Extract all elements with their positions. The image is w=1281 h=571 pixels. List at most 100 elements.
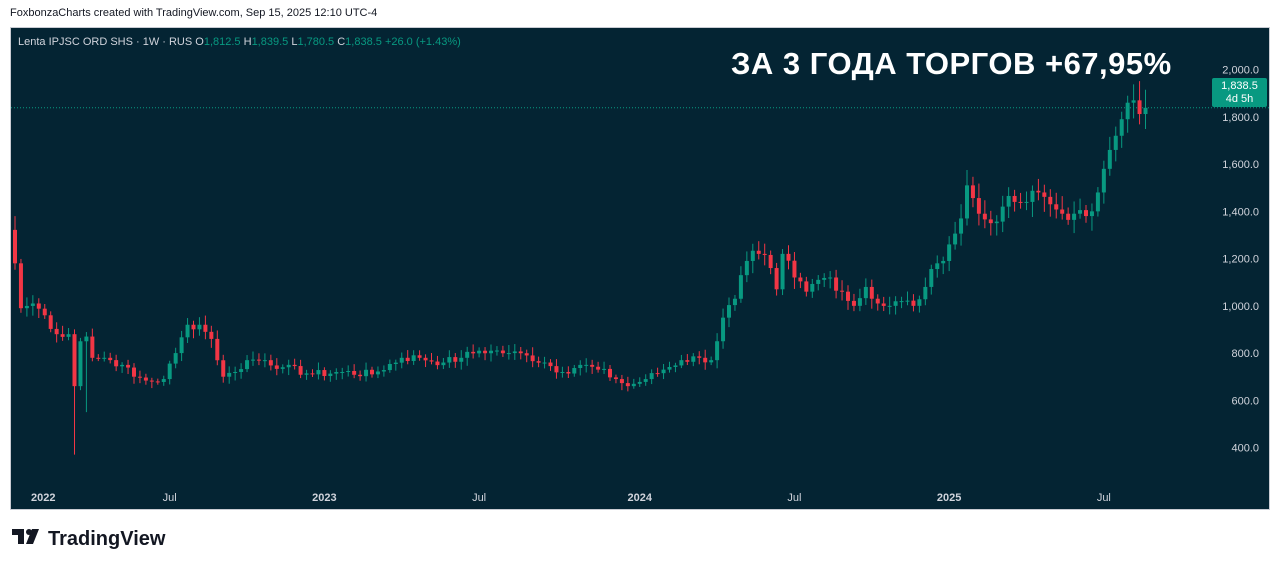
candle-body [358,374,363,377]
candle-body [828,277,833,279]
candle-body [447,357,452,363]
candle-body [489,350,493,354]
candle-body [506,353,511,355]
candle-body [161,379,166,382]
candle-body [96,357,101,359]
candle-body [387,364,392,371]
candle-body [352,370,357,375]
candle-body [435,361,440,366]
change-value: +26.0 (+1.43%) [384,36,461,48]
candle-body [804,281,809,292]
symbol-label[interactable]: Lenta IPJSC ORD SHS · 1W · RUS [18,36,193,48]
brand-footer[interactable]: TradingView [12,528,165,551]
candle-body [512,351,517,354]
candle-body [256,359,261,361]
candle-body [643,379,648,382]
candle-body [441,362,446,366]
candle-body [756,250,761,254]
candle-body [42,308,47,316]
candle-body [477,350,482,354]
candle-body [1012,195,1017,202]
candle-body [423,357,428,361]
candle-body [304,373,309,375]
candle-body [417,355,422,358]
candle-body [114,360,119,367]
candle-body [399,357,404,363]
candle-body [500,350,505,354]
candle-body [822,277,827,280]
last-price-value: 1,838.5 [1221,80,1258,92]
candle-body [155,381,160,383]
candle-body [590,364,595,367]
candle-body [679,360,684,366]
ohlc-legend: Lenta IPJSC ORD SHS · 1W · RUS O1,812.5 … [18,36,461,48]
candle-body [608,368,612,378]
bar-countdown: 4d 5h [1225,93,1254,105]
candle-body [1113,135,1118,150]
candle-body [1018,201,1023,203]
candle-body [268,360,273,366]
candle-body [970,185,975,199]
x-tick-label: 2022 [31,492,55,504]
candle-body [774,268,779,290]
candle-body [542,362,547,364]
candle-body [750,250,755,261]
candle-body [30,303,35,306]
candle-body [54,328,59,335]
candle-body [732,298,737,306]
candle-body [524,353,529,356]
chart-panel[interactable]: 2,000.0 1,800.0 1,600.0 1,400.0 1,200.0 1,000… [10,27,1270,510]
candle-body [649,373,654,380]
x-tick-label: Jul [787,492,801,504]
candle-body [1131,100,1136,103]
candle-body [1137,100,1142,115]
candle-body [1101,168,1106,193]
candle-body [982,213,987,220]
candle-body [667,366,672,370]
x-tick-label: Jul [1097,492,1111,504]
candle-body [929,269,934,287]
open-value: 1,812.5 [203,36,241,48]
y-tick-label: 1,200.0 [1222,254,1259,266]
candle-body [262,360,267,362]
candle-body [548,362,553,367]
candle-body [227,372,232,377]
candle-body [13,229,17,264]
y-tick-label: 2,000.0 [1222,65,1259,77]
candle-body [673,365,678,367]
candle-body [60,334,65,337]
candle-body [619,379,624,384]
x-tick-label: 2024 [628,492,653,504]
candle-body [453,357,458,362]
candle-body [280,367,285,369]
candle-body [429,360,434,362]
candle-body [893,301,898,306]
candle-body [1000,206,1005,222]
candle-body [1119,119,1124,136]
x-tick-label: 2023 [312,492,336,504]
candle-body [840,290,845,292]
candle-body [560,371,565,373]
last-price-tag: 1,838.5 4d 5h [1212,78,1267,107]
candle-body [191,324,196,330]
candle-body [768,254,773,269]
y-tick-label: 600.0 [1231,395,1259,407]
candlestick-chart[interactable]: 2,000.0 1,800.0 1,600.0 1,400.0 1,200.0 1,000… [11,28,1270,510]
candle-body [1072,213,1077,220]
candle-body [126,364,131,368]
candle-body [286,364,291,368]
candle-body [1036,190,1041,193]
candle-body [899,301,904,303]
candle-body [935,263,940,270]
candle-body [738,275,743,299]
candle-body [536,361,541,363]
y-tick-label: 400.0 [1231,443,1259,455]
y-tick-label: 1,600.0 [1222,159,1259,171]
candle-body [959,218,964,234]
candle-body [976,198,981,214]
candle-body [274,365,279,369]
candle-body [917,299,922,306]
candle-body [727,305,731,318]
candle-body [364,369,369,377]
candle-body [792,260,797,278]
